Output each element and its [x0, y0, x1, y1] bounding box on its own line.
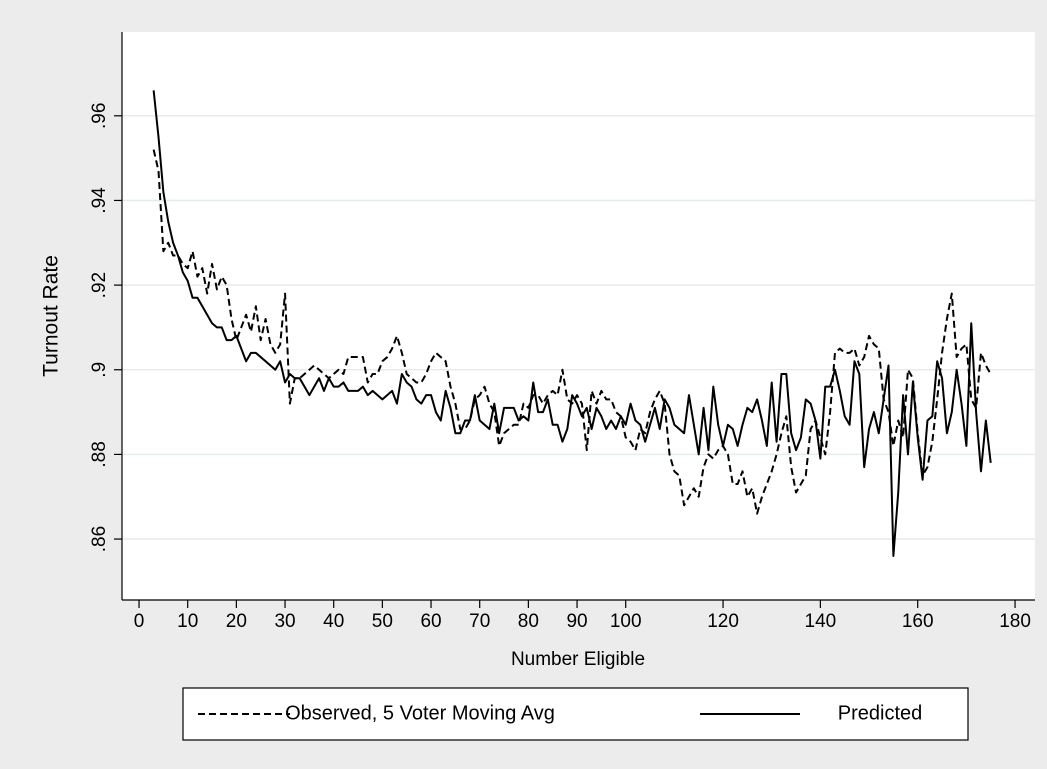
x-tick-label: 10	[177, 611, 198, 632]
plot-area	[122, 32, 1035, 600]
x-tick-label: 0	[134, 611, 145, 632]
x-tick-label: 50	[372, 611, 393, 632]
x-tick-label: 70	[469, 611, 490, 632]
x-tick-label: 20	[226, 611, 247, 632]
x-tick-label: 180	[999, 611, 1031, 632]
x-tick-label: 90	[566, 611, 587, 632]
legend-box	[182, 687, 969, 741]
x-tick-label: 120	[707, 611, 739, 632]
x-tick-label: 160	[902, 611, 934, 632]
x-tick-label: 80	[518, 611, 539, 632]
y-axis-title: Turnout Rate	[40, 255, 63, 377]
x-tick-label: 60	[420, 611, 441, 632]
y-tick-label: .94	[89, 187, 110, 214]
y-tick-label: .96	[89, 103, 110, 129]
legend-label: Predicted	[838, 702, 923, 724]
x-tick-label: 100	[610, 611, 642, 632]
y-tick-label: .86	[89, 526, 110, 552]
x-tick-label: 30	[274, 611, 295, 632]
x-axis-title: Number Eligible	[511, 649, 645, 670]
x-tick-label: 140	[805, 611, 837, 632]
series-line	[152, 90, 992, 557]
legend-label: Observed, 5 Voter Moving Avg	[285, 702, 555, 724]
y-tick-label: .88	[89, 441, 110, 467]
x-tick-label: 40	[323, 611, 344, 632]
series-line	[152, 149, 992, 515]
y-tick-label: .92	[89, 272, 110, 298]
y-tick-label: .9	[89, 362, 110, 378]
